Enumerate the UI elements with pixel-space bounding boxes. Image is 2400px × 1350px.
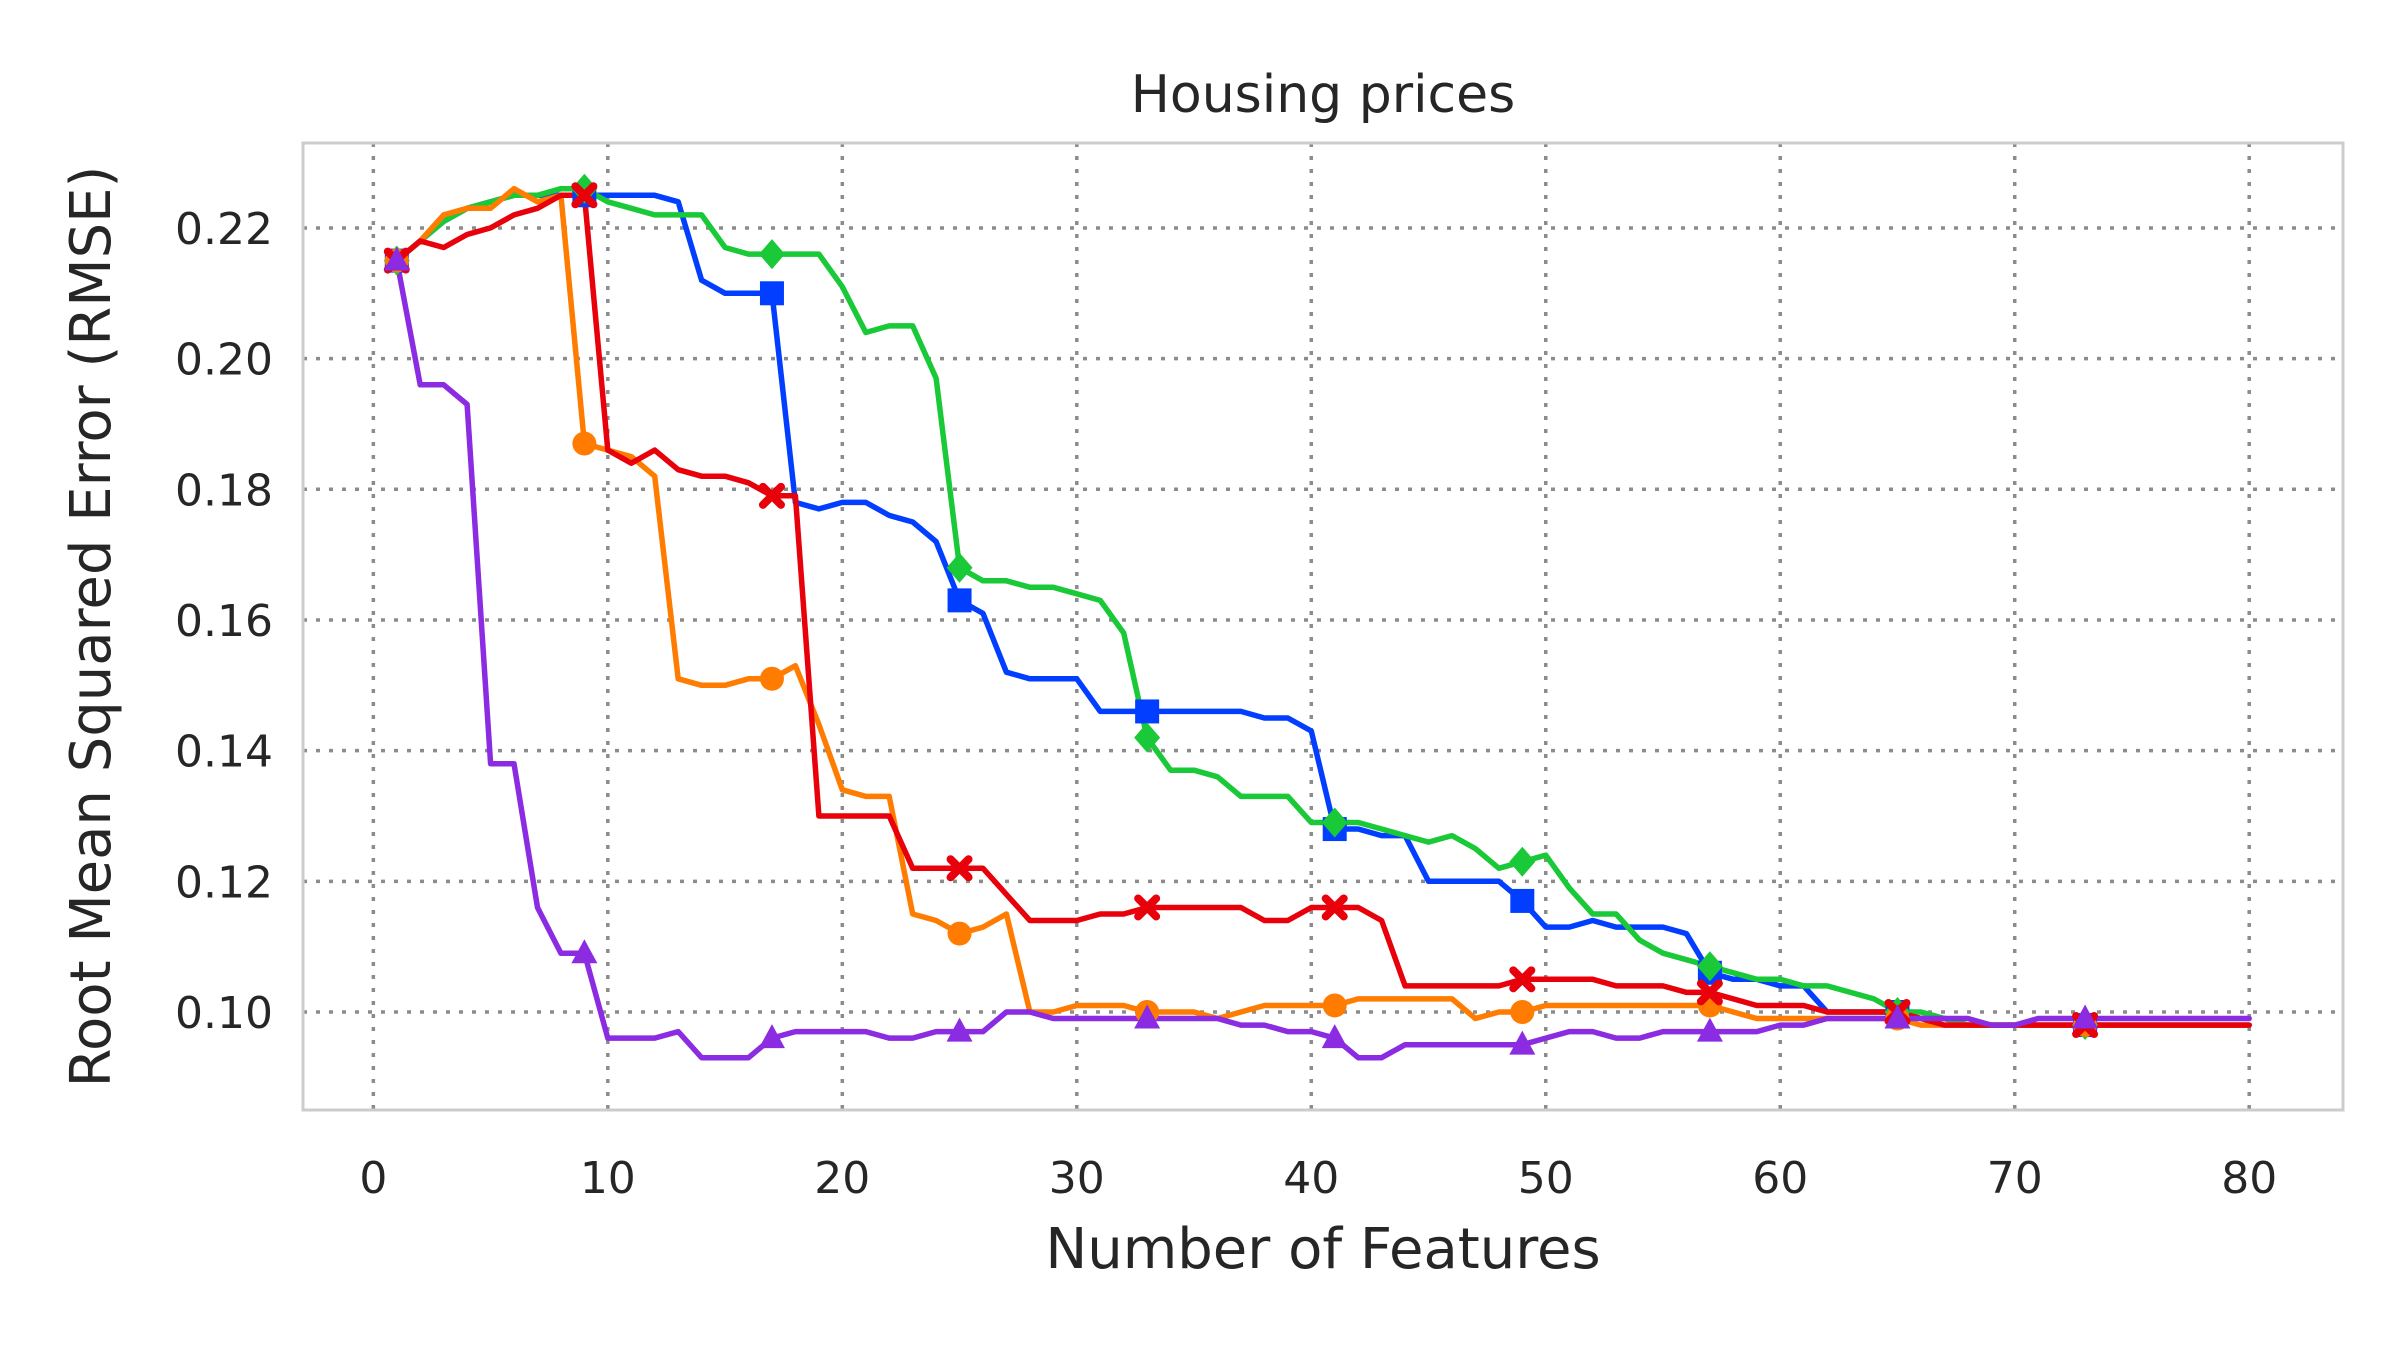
marker-circle: [759, 666, 784, 691]
marker-triangle: [1884, 1004, 1911, 1029]
marker-circle: [572, 431, 597, 456]
y-tick-label: 0.18: [175, 465, 273, 516]
marker-circle: [1510, 999, 1535, 1024]
x-tick-label: 10: [580, 1153, 636, 1204]
marker-diamond: [758, 239, 785, 270]
marker-square: [1135, 699, 1160, 724]
marker-triangle: [383, 246, 410, 271]
marker-circle: [947, 921, 972, 946]
y-tick-label: 0.20: [175, 335, 273, 386]
x-tick-label: 30: [1049, 1153, 1105, 1204]
marker-triangle: [1134, 1004, 1161, 1029]
marker-x: [1696, 979, 1723, 1006]
y-tick-label: 0.10: [175, 988, 273, 1039]
series-line-5: [394, 257, 2252, 1061]
marker-square: [759, 281, 784, 306]
x-tick-label: 70: [1987, 1153, 2043, 1204]
marker-diamond: [1696, 951, 1723, 982]
marker-diamond: [1134, 722, 1161, 753]
marker-x: [1134, 894, 1161, 921]
markers-group: [383, 173, 2099, 1055]
y-tick-label: 0.12: [175, 857, 273, 908]
marker-triangle: [758, 1024, 785, 1049]
marker-triangle: [1321, 1024, 1348, 1049]
series-line-4: [394, 192, 2252, 1028]
x-tick-label: 60: [1752, 1153, 1808, 1204]
chart-title: Housing prices: [1131, 65, 1515, 125]
marker-x: [1321, 894, 1348, 921]
marker-x: [758, 482, 785, 509]
marker-triangle: [1696, 1017, 1723, 1042]
x-tick-label: 50: [1518, 1153, 1574, 1204]
plot-frame: [301, 141, 2345, 1112]
x-tick-label: 0: [359, 1153, 387, 1204]
y-tick-label: 0.22: [175, 204, 273, 255]
x-tick-label: 80: [2221, 1153, 2277, 1204]
marker-diamond: [946, 552, 973, 583]
marker-triangle: [2072, 1004, 2099, 1029]
y-tick-label: 0.14: [175, 727, 273, 778]
marker-square: [1510, 888, 1535, 913]
marker-diamond: [1321, 807, 1348, 838]
marker-triangle: [571, 939, 598, 964]
x-tick-label: 20: [814, 1153, 870, 1204]
marker-triangle: [946, 1017, 973, 1042]
marker-circle: [1322, 993, 1347, 1018]
marker-triangle: [1509, 1030, 1536, 1055]
marker-square: [947, 588, 972, 613]
x-tick-label: 40: [1283, 1153, 1339, 1204]
y-axis-label: Root Mean Squared Error (RMSE): [59, 166, 124, 1088]
marker-x: [571, 182, 598, 209]
tick-labels: 0 10 20 30 40 50 60 70 80 0.10 0.12 0.14 0.16 0.18 0.2…: [175, 204, 2277, 1204]
marker-x: [946, 855, 973, 882]
marker-diamond: [1509, 846, 1536, 877]
marker-x: [1509, 966, 1536, 993]
grid: [303, 143, 2343, 1110]
x-axis-label: Number of Features: [1045, 1217, 1600, 1282]
y-tick-label: 0.16: [175, 596, 273, 647]
